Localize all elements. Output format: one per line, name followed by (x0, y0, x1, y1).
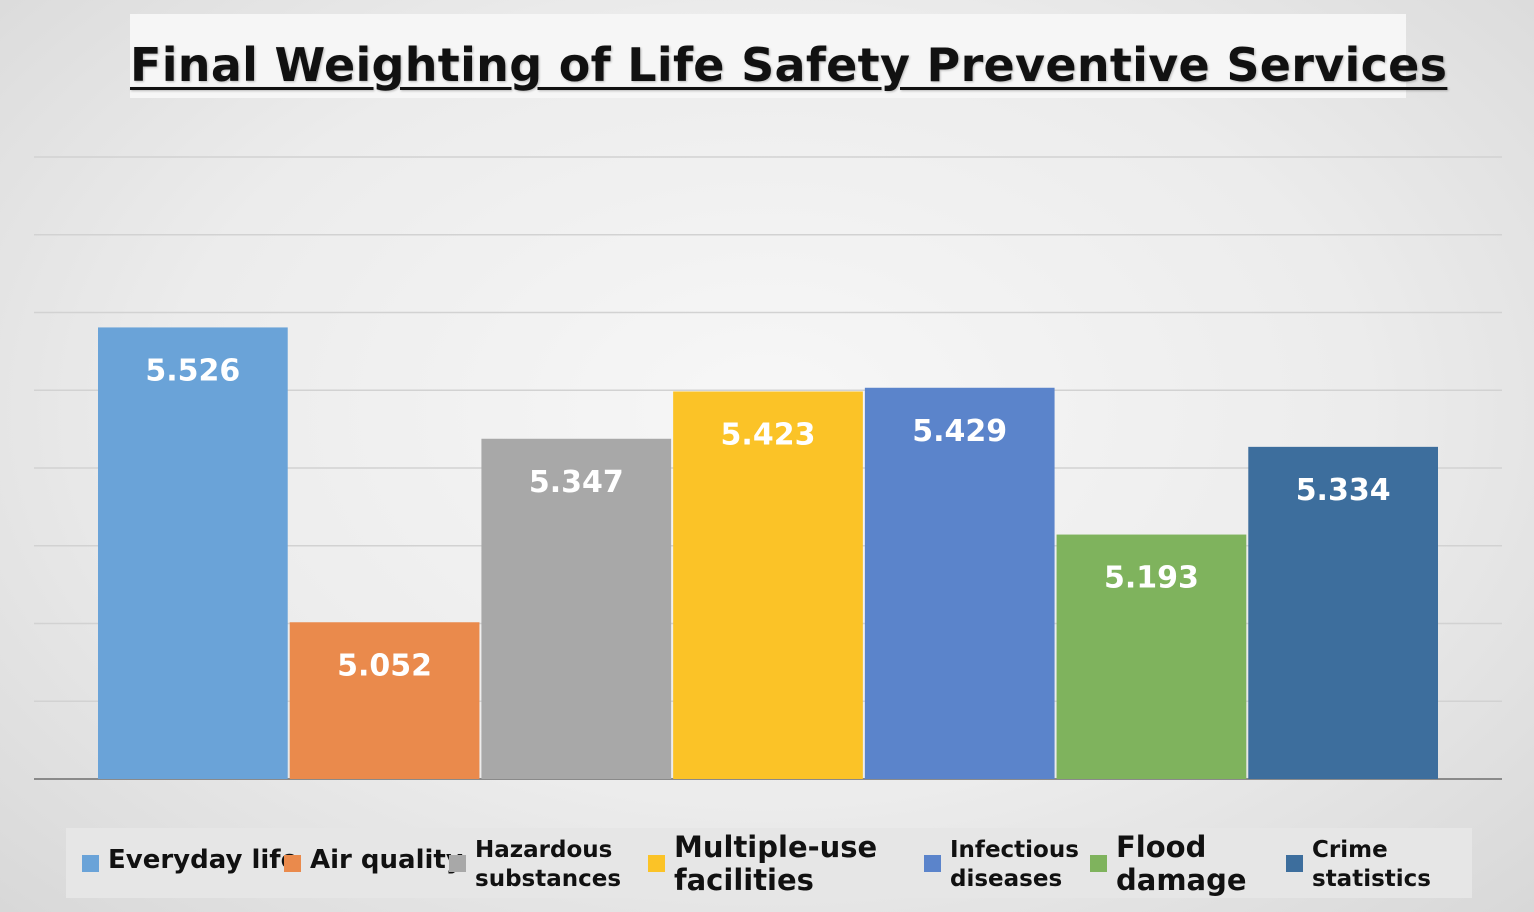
legend: Everyday life Air quality Hazardous subs… (66, 828, 1472, 898)
data-label: 5.193 (1104, 561, 1199, 596)
legend-swatch (1286, 855, 1303, 872)
bars (98, 327, 1438, 779)
legend-swatch (924, 855, 941, 872)
bar (1056, 534, 1247, 779)
legend-label-line1: Hazardous (475, 837, 613, 863)
legend-label-line2: substances (475, 866, 622, 892)
bar (673, 391, 863, 779)
legend-label-line1: Flood (1116, 830, 1207, 864)
data-label: 5.347 (529, 465, 624, 500)
bar (481, 438, 672, 779)
legend-label: Flood damage (1116, 831, 1247, 897)
data-label: 5.423 (721, 417, 816, 452)
bar (864, 387, 1055, 779)
legend-label-line1: Infectious (950, 837, 1079, 863)
legend-label: Infectious diseases (950, 836, 1079, 894)
legend-swatch (449, 855, 466, 872)
legend-swatch (1090, 855, 1107, 872)
legend-label: Air quality (310, 845, 463, 875)
chart-title: Final Weighting of Life Safety Preventiv… (130, 38, 1448, 92)
legend-label: Everyday life (108, 845, 299, 875)
data-labels: 5.526 5.052 5.347 5.423 5.429 5.193 5.334 (145, 353, 1390, 683)
bar (289, 622, 480, 779)
bar (1248, 446, 1438, 779)
legend-swatch (648, 855, 665, 872)
legend-label-line1: Multiple-use (674, 830, 878, 864)
data-label: 5.429 (912, 414, 1007, 449)
title-band: Final Weighting of Life Safety Preventiv… (130, 14, 1448, 98)
legend-label-line2: damage (1116, 863, 1247, 897)
data-label: 5.334 (1296, 473, 1391, 508)
legend-label-line2: facilities (674, 863, 814, 897)
legend-label: Hazardous substances (475, 836, 621, 894)
legend-label: Multiple-use facilities (674, 831, 877, 897)
legend-swatch (82, 855, 99, 872)
legend-label: Crime statistics (1312, 836, 1431, 894)
legend-label-line2: diseases (950, 866, 1063, 892)
legend-label-line2: statistics (1312, 866, 1431, 892)
legend-label-line1: Crime (1312, 837, 1388, 863)
legend-swatch (284, 855, 301, 872)
bar (98, 327, 288, 779)
data-label: 5.052 (337, 648, 432, 683)
data-label: 5.526 (145, 353, 240, 388)
